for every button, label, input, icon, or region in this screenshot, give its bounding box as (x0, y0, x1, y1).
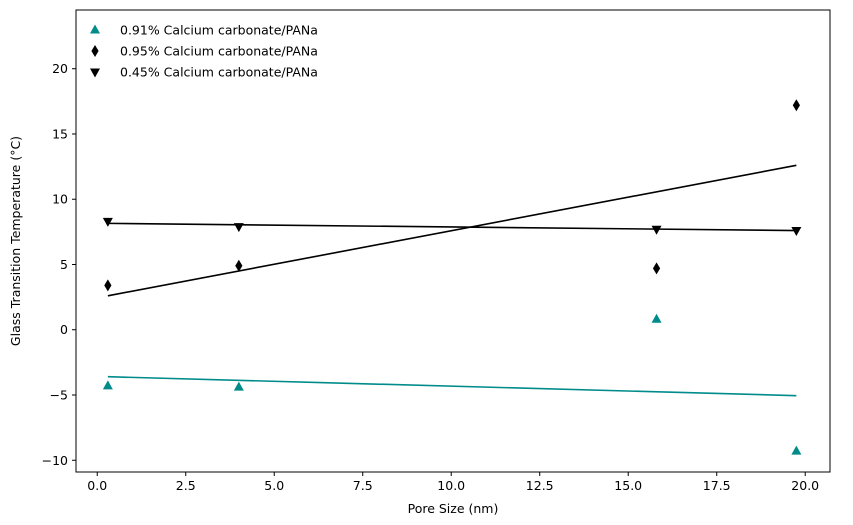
x-tick-label: 2.5 (176, 478, 196, 493)
fit-line-3 (107, 222, 797, 232)
x-tick-label: 15.0 (614, 478, 642, 493)
x-tick-label: 12.5 (526, 478, 554, 493)
data-point-series-1 (651, 313, 662, 323)
data-point-series-3 (102, 217, 113, 227)
y-tick-label: 10 (52, 192, 68, 207)
legend-marker-1 (90, 24, 100, 34)
legend: 0.91% Calcium carbonate/PANa 0.95% Calciu… (90, 23, 318, 80)
x-tick-label: 20.0 (791, 478, 819, 493)
data-point-series-3 (791, 227, 802, 237)
y-tick-label: −10 (42, 453, 68, 468)
legend-marker-3 (90, 68, 100, 78)
fit-lines (107, 164, 797, 397)
data-point-series-1 (233, 381, 244, 391)
y-tick-label: 5 (60, 257, 68, 272)
x-axis-label: Pore Size (nm) (408, 501, 499, 516)
x-tick-label: 0.0 (87, 478, 107, 493)
y-tick-label: 15 (52, 126, 68, 141)
y-tick-label: −5 (50, 388, 68, 403)
data-point-series-1 (791, 445, 802, 455)
fit-line-2 (107, 164, 797, 297)
x-axis: 0.0 2.5 5.0 7.5 10.0 12.5 15.0 17.5 20.0 (87, 472, 819, 493)
y-tick-label: 0 (60, 322, 68, 337)
data-point-series-2 (235, 259, 243, 272)
legend-label-2: 0.95% Calcium carbonate/PANa (120, 44, 318, 59)
plot-frame (75, 9, 831, 473)
x-tick-label: 10.0 (437, 478, 465, 493)
data-point-series-1 (102, 380, 113, 390)
data-markers (102, 99, 802, 455)
plot-area (76, 10, 830, 472)
data-point-series-2 (792, 99, 800, 112)
x-tick-label: 17.5 (703, 478, 731, 493)
data-point-series-3 (651, 225, 662, 235)
y-axis: −10 −5 0 5 10 15 20 (42, 61, 76, 468)
legend-label-1: 0.91% Calcium carbonate/PANa (120, 23, 318, 38)
data-point-series-2 (652, 262, 661, 275)
y-tick-label: 20 (52, 61, 68, 76)
legend-label-3: 0.45% Calcium carbonate/PANa (120, 65, 318, 80)
data-point-series-2 (104, 279, 112, 292)
fit-line-1 (107, 375, 797, 397)
x-tick-label: 5.0 (264, 478, 284, 493)
y-axis-label: Glass Transition Temperature (°C) (8, 136, 23, 346)
data-point-series-3 (233, 223, 244, 233)
legend-marker-2 (91, 45, 99, 57)
x-tick-label: 7.5 (353, 478, 373, 493)
